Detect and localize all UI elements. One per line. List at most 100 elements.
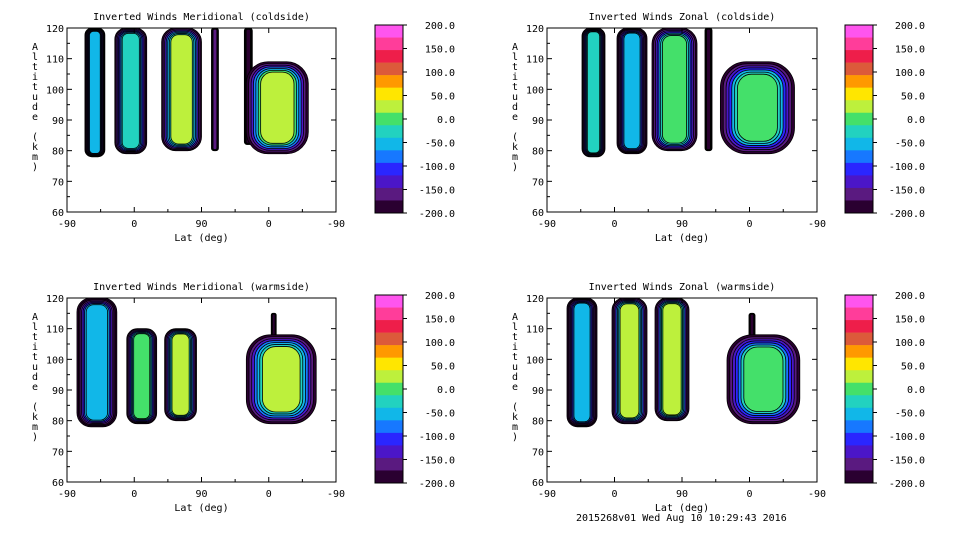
y-axis-label-char: k xyxy=(32,412,38,423)
plot-area xyxy=(566,298,801,428)
y-axis-label-char: t xyxy=(32,352,38,363)
y-tick-label: 110 xyxy=(526,55,544,66)
y-axis-label-char: i xyxy=(32,342,38,353)
colorbar-tick-label: 0.0 xyxy=(437,385,455,396)
colorbar-swatch xyxy=(845,320,873,333)
x-tick-label: 0 xyxy=(131,219,137,230)
contour-region xyxy=(84,28,106,158)
chart-title: Inverted Winds Zonal (coldside) xyxy=(589,12,776,23)
colorbar-swatch xyxy=(845,100,873,114)
x-axis-label: Lat (deg) xyxy=(174,233,228,244)
contour-region xyxy=(211,28,219,152)
colorbar-swatch xyxy=(375,457,403,471)
y-axis-label-char: t xyxy=(32,62,38,73)
colorbar-swatch xyxy=(845,87,873,101)
colorbar-swatch xyxy=(375,295,403,308)
y-axis-label-char: t xyxy=(512,352,518,363)
y-tick-label: 80 xyxy=(52,147,64,158)
y-axis-label-char: ( xyxy=(32,402,38,413)
contour-level xyxy=(121,32,140,149)
y-axis-label-char: e xyxy=(512,112,518,123)
contour-region xyxy=(616,28,648,155)
colorbar-tick-label: 100.0 xyxy=(425,338,455,349)
colorbar-swatch xyxy=(845,382,873,396)
chart-title: Inverted Winds Zonal (warmside) xyxy=(589,282,776,293)
colorbar-tick-label: -50.0 xyxy=(895,139,925,150)
y-axis-label-char: t xyxy=(32,332,38,343)
x-tick-label: 0 xyxy=(266,219,272,230)
x-tick-label: -90 xyxy=(808,489,826,500)
colorbar-tick-label: 50.0 xyxy=(431,362,455,373)
contour-level xyxy=(262,346,301,413)
y-axis-label-char: A xyxy=(32,42,38,53)
y-axis-label-char: e xyxy=(32,382,38,393)
colorbar-swatch xyxy=(845,75,873,88)
contour-level xyxy=(743,346,784,412)
colorbar-tick-label: 150.0 xyxy=(425,45,455,56)
colorbar-tick-label: -200.0 xyxy=(889,209,925,220)
contour-region xyxy=(126,328,158,425)
y-axis-label-char: d xyxy=(32,102,38,113)
colorbar-tick-label: 100.0 xyxy=(895,68,925,79)
y-tick-label: 90 xyxy=(532,386,544,397)
x-tick-label: 90 xyxy=(676,489,688,500)
plot-area xyxy=(76,298,317,428)
colorbar-tick-label: 50.0 xyxy=(901,92,925,103)
y-axis-label-char: l xyxy=(512,52,518,63)
colorbar-swatch xyxy=(375,50,403,63)
y-tick-label: 80 xyxy=(52,417,64,428)
colorbar-swatch xyxy=(375,112,403,126)
y-axis-label-char: A xyxy=(512,312,518,323)
colorbar: 200.0 150.0 100.0 50.0 0.0 -50.0 -100.0 -150.0 -… xyxy=(844,21,925,220)
colorbar-swatch xyxy=(375,445,403,459)
y-tick-label: 60 xyxy=(532,208,544,219)
colorbar-swatch xyxy=(845,25,873,38)
colorbar-swatch xyxy=(375,137,403,151)
colorbar-swatch xyxy=(375,175,403,189)
y-axis-label-char: ( xyxy=(512,132,518,143)
colorbar-tick-label: -100.0 xyxy=(419,162,455,173)
y-axis-label-char: l xyxy=(512,322,518,333)
contour-level xyxy=(89,30,101,154)
contour-level xyxy=(260,71,295,144)
y-tick-label: 90 xyxy=(532,116,544,127)
y-axis-label-char: t xyxy=(512,82,518,93)
contour-region xyxy=(164,328,197,422)
x-tick-label: -90 xyxy=(327,219,345,230)
colorbar-swatch xyxy=(845,187,873,201)
contour-region xyxy=(76,298,118,428)
plot-area xyxy=(84,28,309,158)
colorbar-tick-label: 200.0 xyxy=(895,21,925,32)
x-tick-label: 0 xyxy=(611,489,617,500)
contour-level xyxy=(170,34,193,145)
colorbar-tick-label: -200.0 xyxy=(419,479,455,490)
colorbar-swatch xyxy=(845,295,873,308)
contour-level xyxy=(619,303,640,419)
x-tick-label: 0 xyxy=(746,489,752,500)
colorbar-swatch xyxy=(845,457,873,471)
y-axis-label-char: d xyxy=(512,372,518,383)
y-axis-label-char: e xyxy=(512,382,518,393)
x-tick-label: 90 xyxy=(676,219,688,230)
colorbar-swatch xyxy=(375,407,403,421)
y-tick-label: 110 xyxy=(46,325,64,336)
x-axis-label: Lat (deg) xyxy=(655,233,709,244)
colorbar-swatch xyxy=(845,125,873,139)
colorbar-tick-label: 150.0 xyxy=(895,315,925,326)
colorbar-swatch xyxy=(375,382,403,396)
colorbar-tick-label: -150.0 xyxy=(889,186,925,197)
colorbar-swatch xyxy=(845,200,873,214)
contour-region xyxy=(719,61,795,155)
y-axis-label-char: k xyxy=(512,142,518,153)
colorbar-swatch xyxy=(845,420,873,434)
colorbar-swatch xyxy=(845,137,873,151)
y-tick-label: 80 xyxy=(532,417,544,428)
colorbar-tick-label: -50.0 xyxy=(895,409,925,420)
y-tick-label: 120 xyxy=(526,294,544,305)
colorbar-swatch xyxy=(375,395,403,409)
y-tick-label: 100 xyxy=(46,85,64,96)
